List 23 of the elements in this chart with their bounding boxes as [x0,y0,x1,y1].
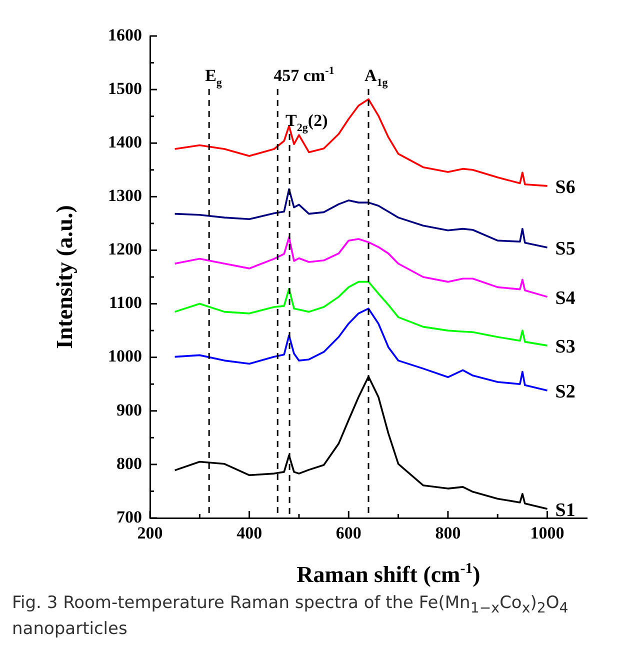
series-label: S1 [555,500,576,521]
x-tick-label: 200 [137,524,163,543]
x-tick-label: 400 [236,524,262,543]
series-label: S3 [555,336,576,358]
text: Fig. 3 Room-temperature Raman spectra of the Fe(Mn$_{1−x}$Co$_{x}$)$_{2}$O$_{4}$ nanoparticles [12,593,568,639]
y-tick-label: 800 [116,454,142,473]
series-label: S6 [555,176,576,198]
y-tick-label: 1000 [108,346,142,366]
series-label: S5 [555,238,576,260]
y-tick-label: 1600 [108,25,142,44]
y-tick-label: 1200 [108,240,142,259]
y-tick-label: 900 [116,400,142,420]
y-tick-label: 1100 [108,293,142,312]
y-axis-title: Intensity (a.u.) [52,205,77,349]
y-tick-label: 1500 [108,78,142,98]
y-tick-label: 1400 [108,132,142,152]
x-tick-label: 1000 [530,524,564,543]
y-tick-label: 700 [116,507,142,526]
x-tick-label: 600 [336,524,362,543]
series-label: S4 [555,288,576,309]
y-tick-label: 1300 [108,186,142,206]
x-tick-label: 800 [435,524,461,543]
series-label: S2 [555,382,576,403]
